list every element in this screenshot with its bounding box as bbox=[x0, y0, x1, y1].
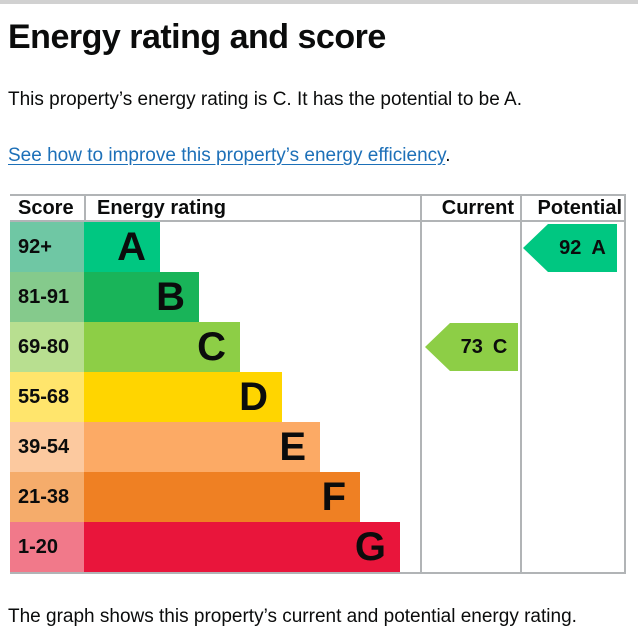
rating-bar-d: D bbox=[84, 372, 282, 422]
rating-bar-c: C bbox=[84, 322, 240, 372]
potential-band: A bbox=[591, 236, 606, 259]
chart-caption: The graph shows this property’s current … bbox=[8, 606, 577, 627]
rating-bar-b: B bbox=[84, 272, 199, 322]
score-range-label: 81-91 bbox=[18, 285, 70, 308]
score-range-label: 69-80 bbox=[18, 335, 70, 358]
band-letter: G bbox=[354, 524, 386, 569]
band-letter: C bbox=[197, 324, 226, 369]
intro-text: This property’s energy rating is C. It h… bbox=[8, 89, 522, 110]
chart-header-potential: Potential bbox=[537, 197, 622, 219]
score-cell-g: 1-20 bbox=[10, 522, 84, 572]
band-row-e: 39-54 E bbox=[10, 422, 626, 472]
link-suffix: . bbox=[445, 145, 451, 166]
band-row-c: 69-80 C bbox=[10, 322, 626, 372]
score-range-label: 1-20 bbox=[18, 535, 59, 558]
rating-bar-a: A bbox=[84, 222, 160, 272]
page-title: Energy rating and score bbox=[8, 18, 386, 56]
band-row-f: 21-38 F bbox=[10, 472, 626, 522]
score-range-label: 39-54 bbox=[18, 435, 70, 458]
column-divider-current bbox=[420, 194, 422, 574]
section-divider bbox=[0, 0, 638, 4]
band-row-d: 55-68 D bbox=[10, 372, 626, 422]
chart-header: Score Energy rating Current Potential bbox=[10, 194, 626, 222]
band-letter: D bbox=[239, 374, 268, 419]
score-cell-c: 69-80 bbox=[10, 322, 84, 372]
band-letter: F bbox=[321, 474, 346, 519]
current-band: C bbox=[492, 335, 508, 358]
score-cell-e: 39-54 bbox=[10, 422, 84, 472]
rating-bar-e: E bbox=[84, 422, 320, 472]
column-divider-potential bbox=[520, 194, 522, 574]
rating-bar-g: G bbox=[84, 522, 400, 572]
band-row-a: 92+ A bbox=[10, 222, 626, 272]
band-row-g: 1-20 G bbox=[10, 522, 626, 572]
chart-header-current: Current bbox=[441, 197, 514, 219]
improvement-link-line: See how to improve this property’s energ… bbox=[8, 143, 451, 168]
score-cell-a: 92+ bbox=[10, 222, 84, 272]
current-score: 73 bbox=[460, 335, 483, 358]
score-cell-b: 81-91 bbox=[10, 272, 84, 322]
band-letter: E bbox=[279, 424, 306, 469]
chart-right-border bbox=[624, 194, 626, 574]
potential-score: 92 bbox=[559, 236, 582, 259]
band-letter: A bbox=[117, 224, 146, 269]
band-row-b: 81-91 B bbox=[10, 272, 626, 322]
score-range-label: 21-38 bbox=[18, 485, 70, 508]
band-letter: B bbox=[156, 274, 185, 319]
chart-header-score: Score bbox=[18, 197, 74, 219]
chart-bottom-border bbox=[10, 572, 626, 574]
chart-header-rating: Energy rating bbox=[84, 196, 420, 220]
score-cell-d: 55-68 bbox=[10, 372, 84, 422]
improvement-link[interactable]: See how to improve this property’s energ… bbox=[8, 145, 446, 166]
rating-bar-f: F bbox=[84, 472, 360, 522]
score-cell-f: 21-38 bbox=[10, 472, 84, 522]
score-range-label: 55-68 bbox=[18, 385, 70, 408]
score-range-label: 92+ bbox=[18, 235, 52, 258]
epc-rating-chart: Score Energy rating Current Potential 92… bbox=[10, 194, 626, 574]
